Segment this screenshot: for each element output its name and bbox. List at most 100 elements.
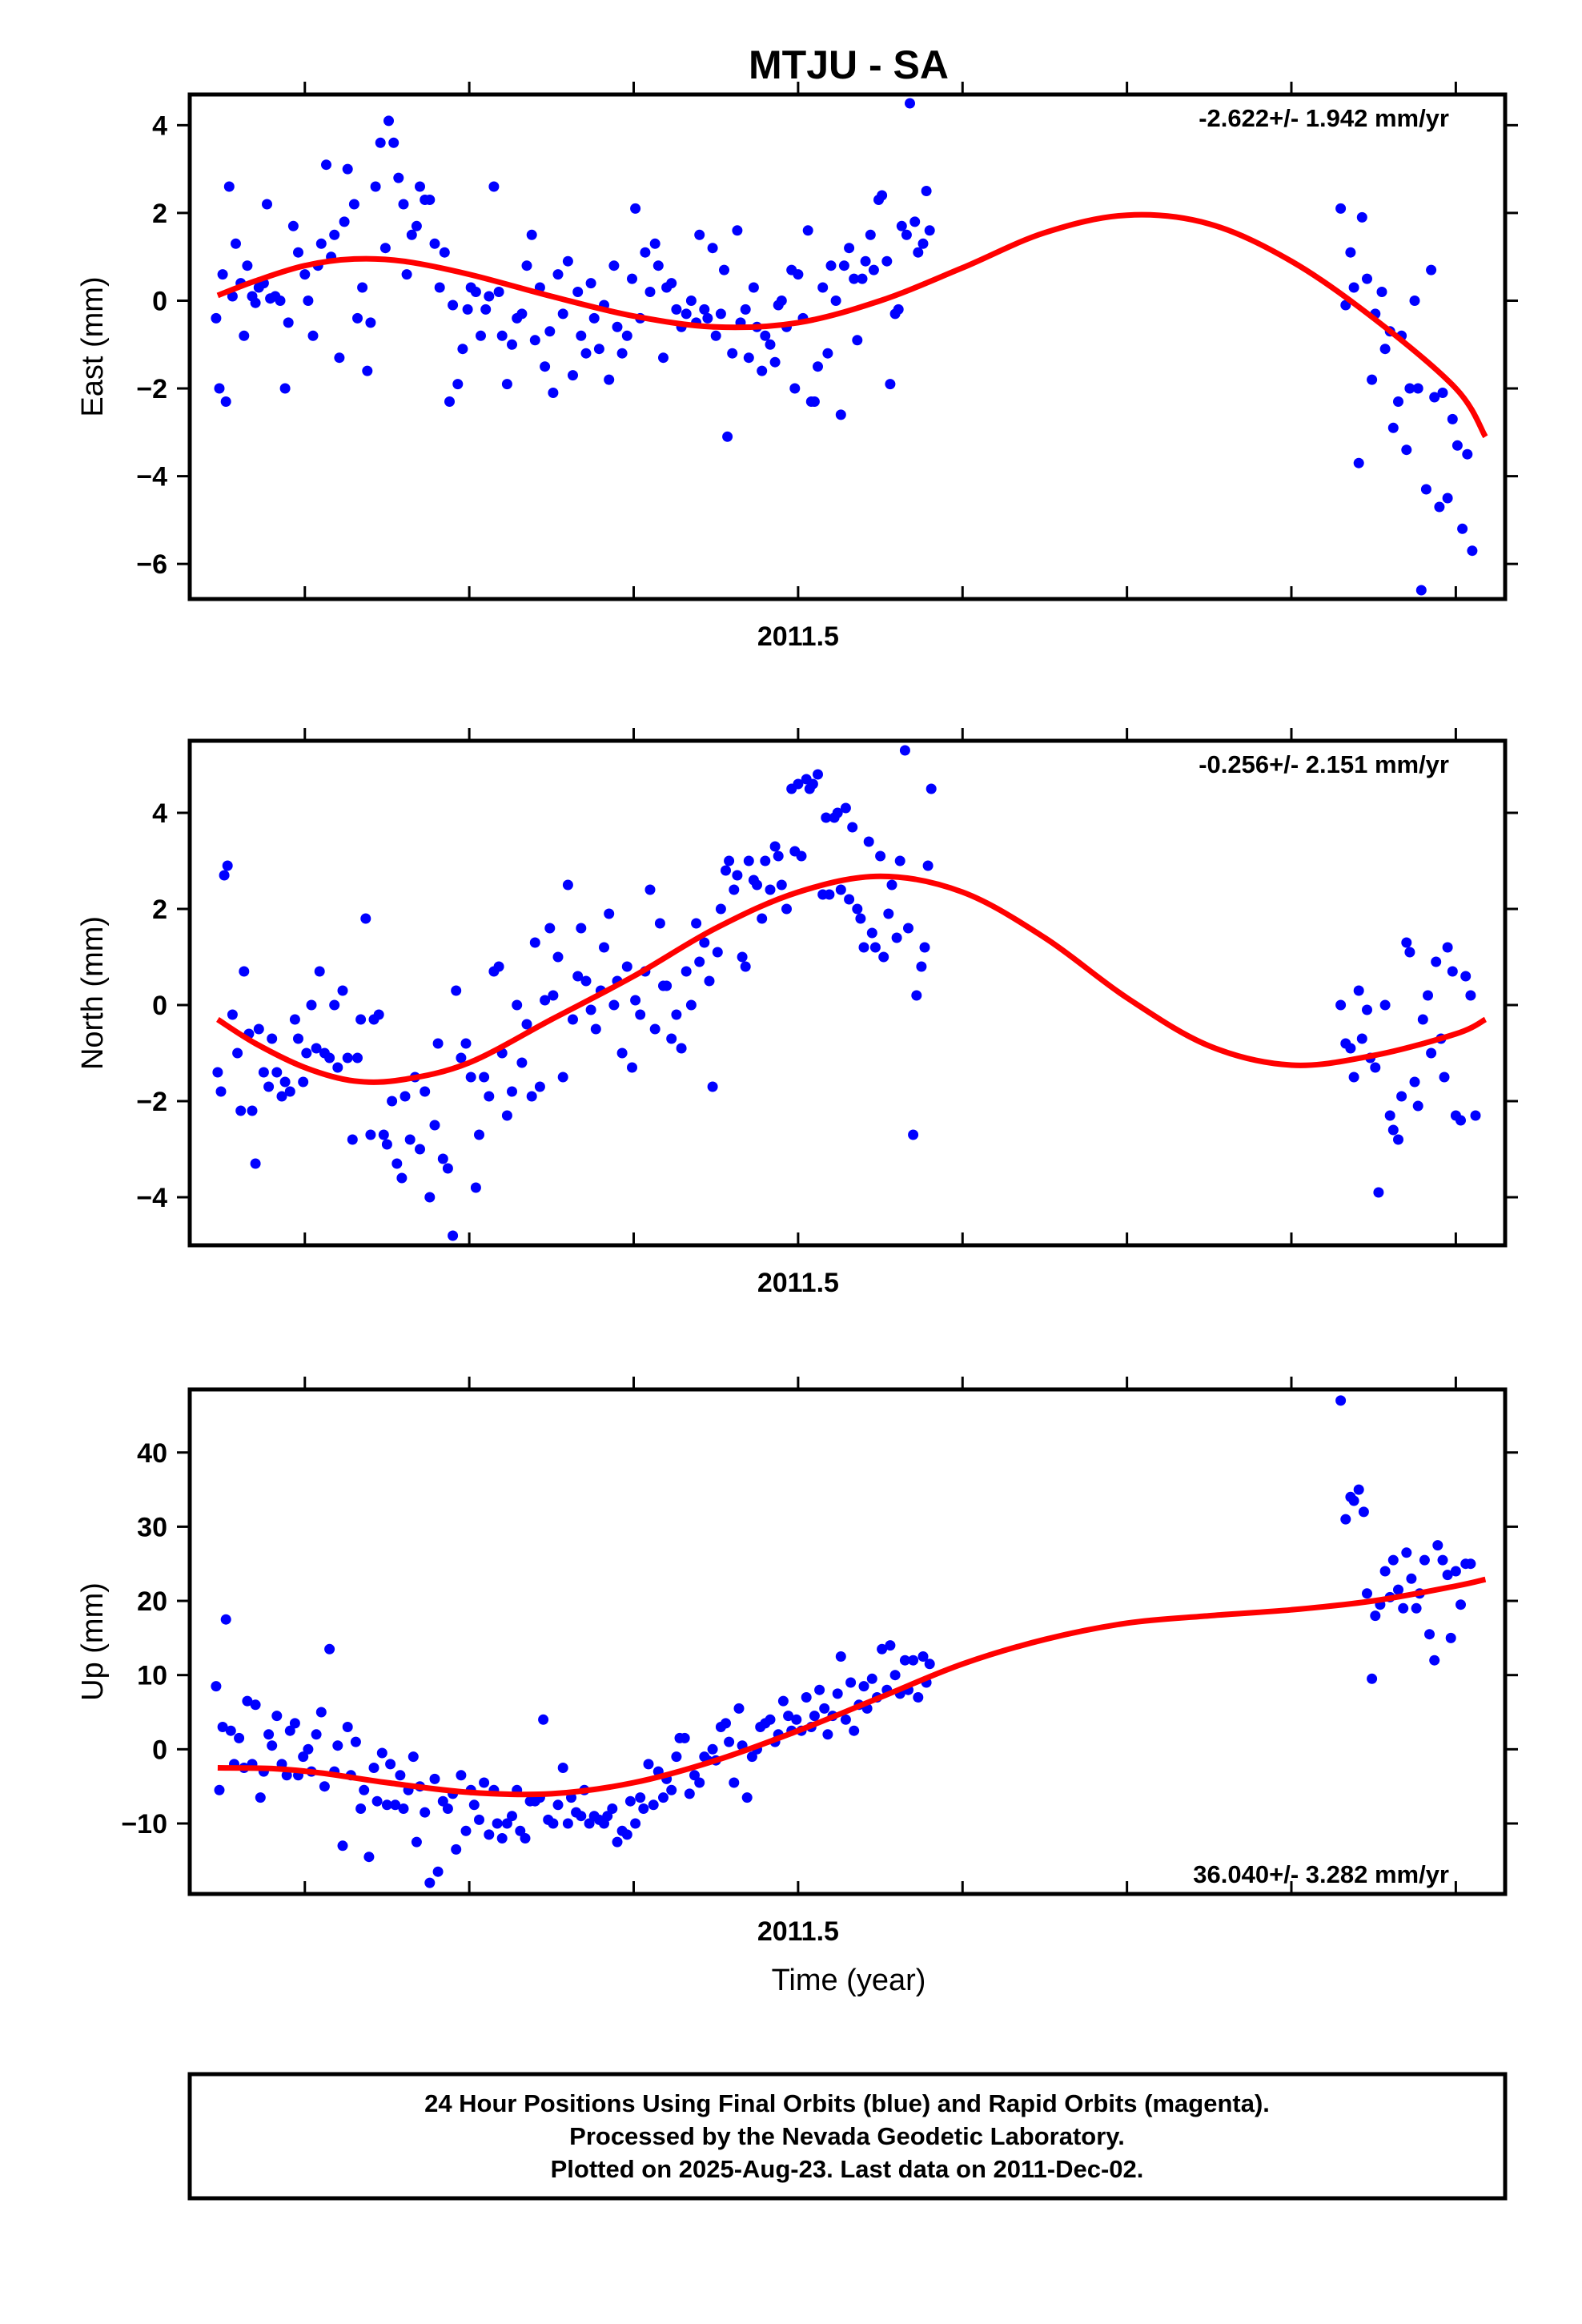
data-point [415, 1144, 425, 1155]
data-point [599, 942, 609, 953]
data-point [1335, 999, 1347, 1011]
data-point [869, 942, 881, 953]
data-point [638, 1803, 649, 1814]
data-point [315, 1707, 327, 1718]
data-point [658, 352, 669, 364]
data-point [548, 388, 559, 398]
data-point [307, 330, 319, 341]
data-point [1460, 971, 1472, 982]
data-point [355, 1803, 367, 1814]
data-point [1406, 1573, 1417, 1584]
data-point [917, 238, 929, 249]
data-point [922, 860, 934, 871]
data-point [552, 269, 564, 280]
data-point [434, 282, 445, 293]
data-point [424, 195, 436, 205]
y-tick-label: 0 [152, 1735, 167, 1765]
data-point [616, 348, 628, 359]
data-point [612, 1836, 623, 1848]
x-axis-label: Time (year) [772, 1964, 926, 1997]
data-point [279, 1076, 291, 1088]
data-point [671, 1009, 682, 1020]
data-point [247, 1105, 258, 1116]
data-point [1398, 1602, 1409, 1614]
data-point [390, 1799, 401, 1811]
data-point [796, 850, 807, 862]
data-point [893, 304, 904, 315]
data-point [234, 1732, 245, 1743]
data-point [552, 951, 564, 963]
data-point [1393, 1134, 1403, 1145]
data-point [379, 243, 391, 254]
data-point [227, 291, 238, 302]
data-point [496, 1833, 508, 1844]
data-point [359, 1784, 370, 1795]
data-point [544, 923, 556, 934]
data-point [227, 1009, 238, 1020]
data-point [1447, 413, 1458, 424]
data-point [724, 855, 735, 866]
data-point [722, 431, 733, 442]
data-point [855, 913, 866, 924]
data-point [217, 1722, 228, 1732]
data-point [901, 229, 912, 240]
data-point [387, 1096, 398, 1107]
data-point [342, 163, 353, 175]
data-point [385, 1759, 396, 1770]
data-point [576, 1811, 587, 1822]
data-point [881, 255, 893, 267]
data-point [378, 1129, 389, 1140]
data-point [398, 199, 409, 210]
data-point [1457, 523, 1468, 534]
data-point [1356, 1033, 1367, 1044]
data-point [1401, 937, 1412, 948]
data-point [408, 1751, 419, 1763]
data-point [707, 1743, 718, 1755]
data-point [496, 330, 508, 341]
data-point [835, 884, 846, 895]
data-point [635, 1009, 646, 1020]
data-point [1439, 1072, 1450, 1083]
data-point [1426, 264, 1437, 275]
data-point [721, 865, 731, 876]
data-point [437, 1153, 448, 1164]
data-point [479, 1072, 490, 1083]
data-point [889, 1670, 901, 1681]
data-point [681, 308, 692, 320]
data-point [217, 269, 228, 280]
data-point [704, 975, 715, 987]
data-point [821, 812, 832, 823]
data-point [271, 1711, 283, 1722]
data-point [484, 291, 495, 302]
data-point [644, 884, 656, 895]
data-point [211, 1681, 222, 1692]
data-point [1456, 1599, 1466, 1610]
data-point [381, 1799, 392, 1811]
data-point [352, 1052, 363, 1063]
data-point [908, 1655, 919, 1666]
north-panel: 2011.5 4 2 0 −2 −4 North (mm) -0.256+/- 2.151 m… [76, 728, 1518, 1298]
data-point [484, 1829, 495, 1840]
data-point [476, 330, 486, 341]
data-point [849, 273, 860, 284]
data-point [913, 1692, 924, 1703]
up-panel: 2011.5 40 30 20 10 0 −10 Up (mm) 36.040+/- 3.282… [76, 1377, 1518, 1947]
data-point [484, 1091, 495, 1102]
data-point [452, 379, 464, 390]
data-point [1393, 396, 1403, 407]
data-point [275, 296, 286, 306]
data-point [602, 1811, 613, 1822]
data-point [562, 1818, 573, 1829]
data-point [1409, 1076, 1420, 1088]
data-point [580, 975, 592, 987]
data-point [342, 1722, 353, 1732]
data-point [420, 1086, 431, 1097]
data-point [493, 287, 504, 297]
data-point [724, 1736, 735, 1747]
data-point [365, 1129, 376, 1140]
data-point [671, 1751, 682, 1763]
data-point [875, 850, 886, 862]
data-point [1379, 344, 1391, 355]
data-point [521, 260, 532, 271]
data-point [212, 1067, 223, 1078]
